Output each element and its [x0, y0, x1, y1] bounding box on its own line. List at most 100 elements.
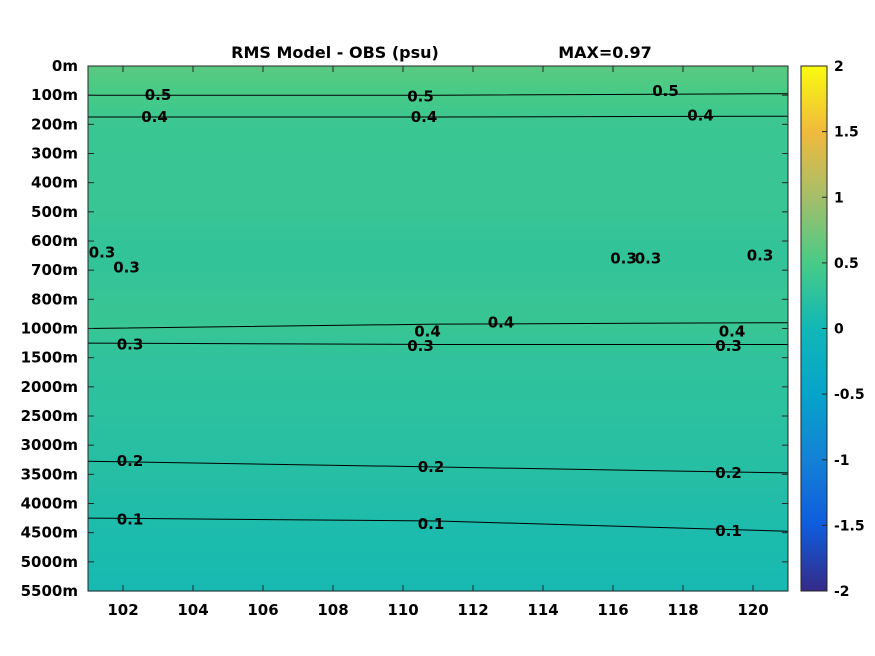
x-tick-label: 112: [457, 601, 488, 619]
heatmap-cell: [88, 177, 788, 184]
heatmap-cell: [88, 66, 788, 72]
heatmap-cell: [88, 381, 788, 388]
heatmap-cell: [88, 95, 788, 101]
contour-label: 0.5: [652, 82, 679, 100]
heatmap-cell: [88, 299, 788, 305]
heatmap-cell: [88, 488, 788, 495]
heatmap-cell: [88, 109, 788, 116]
heatmap-cell: [88, 158, 788, 164]
colorbar-tick-label: 0: [834, 322, 844, 338]
heatmap-cell: [88, 566, 788, 573]
heatmap-cell: [88, 474, 788, 480]
contour-label: 0.3: [89, 244, 116, 262]
contour-label: 0.2: [418, 458, 445, 476]
contour-label: 0.3: [117, 336, 144, 354]
heatmap-cell: [88, 377, 788, 383]
heatmap-cell: [88, 323, 788, 330]
contour-line-0-2: [87, 460, 789, 474]
y-tick-label: 4000m: [21, 495, 78, 513]
heatmap-cell: [88, 556, 788, 563]
heatmap-cell: [88, 328, 788, 334]
heatmap-cell: [88, 343, 788, 349]
heatmap-cell: [88, 391, 788, 398]
contour-line-0-4: [87, 322, 789, 329]
contour-label: 0.5: [145, 86, 172, 104]
heatmap-cell: [88, 425, 788, 432]
y-tick-label: 1500m: [21, 349, 78, 367]
y-tick-label: 100m: [31, 86, 78, 104]
chart-title: RMS Model - OBS (psu): [231, 43, 439, 62]
contour-label: 0.3: [113, 258, 140, 276]
y-tick-label: 300m: [31, 145, 78, 163]
heatmap-cell: [88, 221, 788, 228]
x-tick-label: 116: [597, 601, 628, 619]
contour-label: 0.3: [407, 337, 434, 355]
colorbar-tick-label: -1.5: [834, 518, 865, 534]
heatmap-cell: [88, 216, 788, 223]
colorbar-tick-label: 1.5: [834, 125, 859, 141]
heatmap-cell: [88, 396, 788, 403]
colorbar-ticks: 2 1.5 1 0.5 0 -0.5 -1 -1.5 -2: [822, 59, 865, 600]
contour-labels: 0.5 0.5 0.50.4 0.4 0.40.30.3 0.30.3 0.30.4 0.4 0…: [89, 82, 774, 540]
heatmap-cell: [88, 440, 788, 446]
y-tick-label: 5500m: [21, 582, 78, 600]
colorbar-tick-label: 0.5: [834, 256, 859, 272]
y-axis-ticks: 0m 100m 200m 300m 400m 500m 600m 700m 800m 1000m 1…: [21, 57, 788, 600]
heatmap-cell: [88, 270, 788, 276]
contour-label: 0.1: [418, 515, 445, 533]
y-tick-label: 2000m: [21, 378, 78, 396]
contour-label: 0.3: [715, 337, 742, 355]
y-tick-label: 400m: [31, 174, 78, 192]
heatmap-cell: [88, 318, 788, 325]
heatmap-cell: [88, 386, 788, 393]
heatmap-cell: [88, 284, 788, 291]
contour-label: 0.4: [411, 108, 438, 126]
y-tick-label: 700m: [31, 261, 78, 279]
heatmap-cell: [88, 250, 788, 257]
heatmap-cell: [88, 265, 788, 271]
y-tick-label: 4500m: [21, 524, 78, 542]
y-tick-label: 500m: [31, 203, 78, 221]
heatmap-cell: [88, 129, 788, 135]
y-tick-label: 5000m: [21, 553, 78, 571]
heatmap-cell: [88, 197, 788, 203]
contour-label: 0.4: [414, 322, 441, 340]
heatmap-cell: [88, 153, 788, 159]
heatmap-cell: [88, 241, 788, 247]
heatmap-cell: [88, 168, 788, 174]
heatmap-cell: [88, 401, 788, 407]
heatmap-cell: [88, 231, 788, 237]
y-tick-label: 2500m: [21, 407, 78, 425]
colorbar-tick-label: -2: [834, 584, 850, 600]
heatmap-cell: [88, 571, 788, 578]
heatmap-cell: [88, 459, 788, 466]
colorbar-tick-label: -1: [834, 453, 850, 469]
colorbar-tick-label: 1: [834, 190, 844, 206]
heatmap-cell: [88, 454, 788, 461]
heatmap-cell: [88, 357, 788, 364]
heatmap-cell: [88, 435, 788, 441]
y-tick-label: 800m: [31, 290, 78, 308]
heatmap-cell: [88, 226, 788, 232]
heatmap-cell: [88, 260, 788, 266]
max-value-label: MAX=0.97: [558, 43, 652, 62]
heatmap-cell: [88, 498, 788, 505]
heatmap-cell: [88, 547, 788, 553]
x-tick-label: 104: [177, 601, 208, 619]
heatmap-cell: [88, 411, 788, 417]
heatmap-cell: [88, 522, 788, 529]
x-tick-label: 106: [247, 601, 278, 619]
colorbar-tick-label: -0.5: [834, 387, 865, 403]
contour-label: 0.4: [719, 322, 746, 340]
contour-label: 0.2: [715, 464, 742, 482]
heatmap-cell: [88, 182, 788, 189]
heatmap-cell: [88, 347, 788, 354]
heatmap-cell: [88, 85, 788, 91]
contour-label: 0.3: [635, 250, 662, 268]
heatmap-cell: [88, 586, 788, 592]
heatmap-cell: [88, 294, 788, 300]
contour-line-0-4: [88, 115, 789, 118]
heatmap-cell: [88, 532, 788, 539]
heatmap-cell: [88, 445, 788, 451]
